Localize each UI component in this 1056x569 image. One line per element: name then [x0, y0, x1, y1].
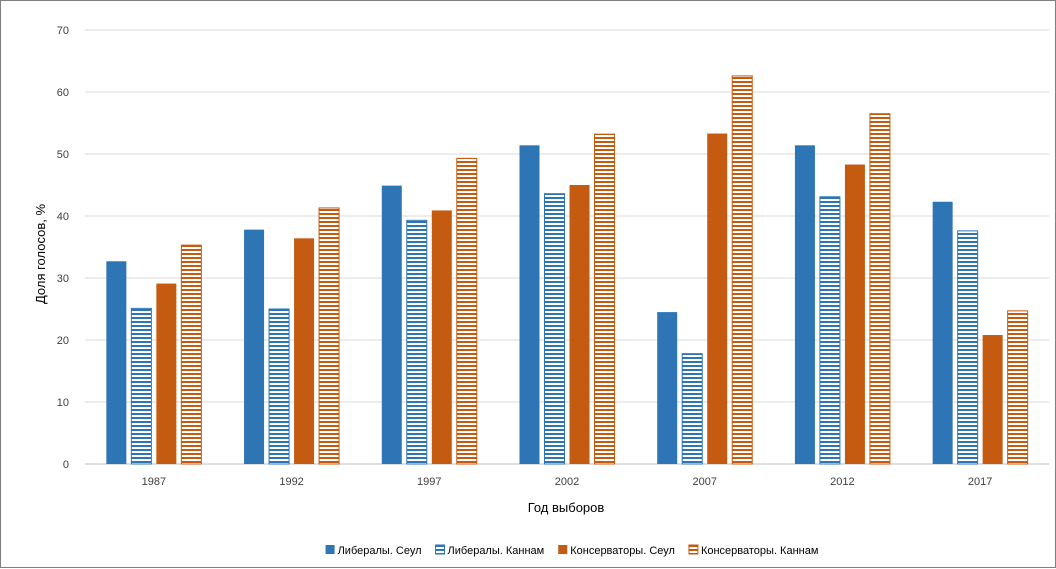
bar-1997-series-1 [406, 219, 428, 465]
bar-2002-series-2 [569, 185, 590, 464]
y-tick-label: 70 [57, 25, 69, 37]
legend-label: Либералы. Каннам [448, 545, 545, 557]
y-tick-label: 30 [57, 273, 69, 285]
legend-label: Консерваторы. Каннам [701, 545, 818, 557]
bar-2002-series-0 [519, 145, 540, 464]
x-tick-label: 1987 [142, 476, 166, 488]
legend-label: Консерваторы. Сеул [570, 545, 675, 557]
y-axis-title: Доля голосов, % [33, 204, 48, 304]
legend: Либералы. Сеул Либералы. Каннам Консервато… [325, 544, 818, 557]
bar-1997-series-2 [431, 210, 452, 464]
x-tick-label: 1997 [417, 476, 441, 488]
x-axis-ticks: 1987 1992 1997 2002 2007 2012 2017 [142, 476, 993, 488]
x-tick-label: 2002 [555, 476, 579, 488]
bar-1992-series-1 [268, 308, 290, 465]
gridlines [85, 29, 1049, 465]
bar-2002-series-1 [544, 193, 565, 465]
legend-label: Либералы. Сеул [338, 545, 422, 557]
bar-2007-series-0 [657, 312, 678, 464]
bar-1987-series-3 [180, 244, 202, 465]
x-tick-label: 1992 [279, 476, 303, 488]
x-tick-label: 2017 [968, 476, 992, 488]
y-tick-label: 40 [57, 211, 69, 223]
x-tick-label: 2012 [830, 476, 854, 488]
bar-1987-series-2 [156, 283, 177, 464]
bar-1987-series-1 [130, 307, 152, 465]
y-axis-ticks: 0 10 20 30 40 50 60 70 [57, 25, 69, 471]
bars [106, 75, 1029, 465]
legend-swatch [325, 545, 335, 554]
bar-2012-series-3 [869, 113, 891, 465]
y-tick-label: 10 [57, 397, 69, 409]
bar-2012-series-2 [844, 164, 865, 465]
bar-1997-series-0 [381, 185, 402, 464]
legend-item: Консерваторы. Каннам [688, 544, 818, 557]
bar-2002-series-3 [594, 133, 615, 465]
bar-2017-series-2 [982, 335, 1003, 464]
bar-2017-series-3 [1007, 310, 1029, 465]
bar-2007-series-3 [731, 75, 753, 465]
legend-swatch [435, 544, 446, 555]
legend-swatch [688, 544, 699, 555]
x-axis-title: Год выборов [528, 500, 605, 515]
bar-2012-series-0 [794, 145, 815, 464]
legend-item: Либералы. Каннам [435, 544, 545, 557]
legend-swatch [558, 545, 568, 554]
legend-item: Либералы. Сеул [325, 545, 422, 557]
bar-1992-series-3 [318, 207, 340, 465]
y-tick-label: 50 [57, 149, 69, 161]
y-tick-label: 20 [57, 335, 69, 347]
bar-2017-series-0 [932, 201, 953, 465]
bar-2007-series-2 [707, 133, 728, 465]
y-tick-label: 60 [57, 87, 69, 99]
legend-item: Консерваторы. Сеул [558, 545, 675, 557]
y-tick-label: 0 [63, 459, 69, 471]
bar-1987-series-0 [106, 261, 127, 464]
bar-2017-series-1 [957, 230, 979, 465]
bar-1997-series-3 [456, 157, 478, 465]
x-tick-label: 2007 [692, 476, 716, 488]
bar-2007-series-1 [681, 353, 703, 465]
bar-1992-series-2 [294, 238, 315, 464]
bar-2012-series-1 [819, 196, 841, 465]
bar-1992-series-0 [244, 229, 265, 464]
